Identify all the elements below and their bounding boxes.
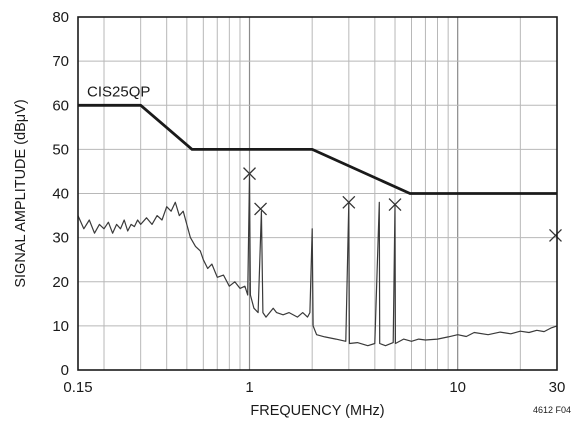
x-tick-label: 0.15: [63, 379, 92, 396]
y-tick-label: 80: [52, 9, 69, 26]
figure-number: 4612 F04: [533, 405, 571, 415]
limit-line-label: CIS25QP: [87, 83, 150, 100]
emission-trace: [77, 175, 558, 347]
x-axis-title: FREQUENCY (MHz): [250, 403, 384, 419]
peak-marker: [243, 167, 256, 181]
y-tick-label: 30: [52, 230, 69, 247]
tick-labels: 0 10 20 30 40 50 60 70 80 0.15 1 10 30: [52, 9, 565, 396]
peak-marker: [254, 202, 268, 216]
peak-marker: [388, 198, 402, 211]
y-tick-label: 40: [52, 186, 69, 203]
peak-marker: [342, 195, 356, 209]
limit-line: [78, 103, 557, 195]
peak-markers: [243, 167, 562, 242]
y-tick-label: 50: [52, 141, 69, 158]
y-tick-label: 20: [52, 274, 69, 291]
x-tick-label: 1: [245, 379, 253, 396]
x-tick-label: 30: [549, 379, 566, 396]
plot-frame: [77, 16, 558, 371]
x-tick-label: 10: [449, 379, 466, 396]
y-tick-label: 70: [52, 53, 69, 70]
y-tick-label: 60: [52, 97, 69, 114]
y-tick-label: 10: [52, 318, 69, 335]
y-axis-title: SIGNAL AMPLITUDE (dBμV): [13, 99, 29, 287]
peak-marker: [549, 228, 562, 242]
series: [77, 103, 558, 347]
y-tick-label: 0: [61, 362, 69, 379]
